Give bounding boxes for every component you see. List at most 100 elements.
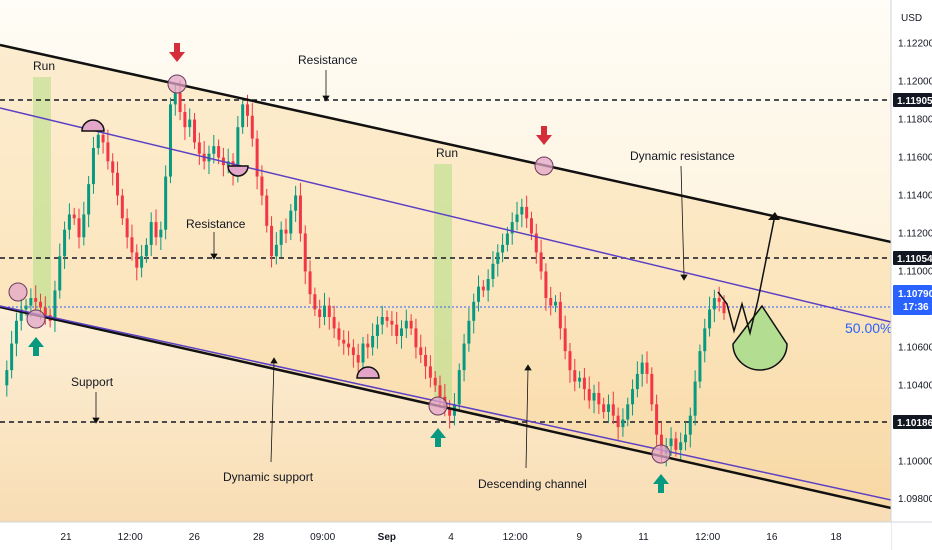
svg-text:1.11054: 1.11054 (897, 254, 932, 265)
x-tick-label: 9 (577, 532, 583, 543)
candle-body (602, 404, 606, 412)
candle-body (477, 286, 481, 302)
candle-body (486, 279, 490, 291)
candle-body (217, 146, 221, 158)
candle-body (5, 370, 9, 386)
candle-body (597, 392, 601, 405)
candle-body (611, 404, 615, 416)
svg-text:1.11905: 1.11905 (897, 96, 932, 107)
candle-body (250, 115, 254, 139)
candle-body (144, 244, 148, 257)
touch-circle (167, 74, 187, 94)
candle-body (14, 320, 18, 344)
candle-body (371, 335, 375, 348)
candle-body (525, 206, 529, 219)
x-tick-label: 16 (766, 532, 778, 543)
candle-body (53, 290, 57, 321)
candle-body (669, 438, 673, 447)
candle-body (380, 316, 384, 325)
candle-body (332, 316, 336, 329)
candle-body (43, 307, 47, 316)
candle-body (72, 214, 76, 219)
x-tick-label: 09:00 (310, 532, 335, 543)
candle-body (400, 328, 404, 336)
candle-body (419, 347, 423, 355)
candle-body (635, 373, 639, 390)
y-tick-label: 1.09800 (898, 494, 932, 505)
candle-body (448, 408, 452, 416)
touch-circle (534, 156, 554, 176)
descending-channel-label: Descending channel (478, 477, 587, 491)
currency-label: USD (901, 13, 922, 24)
candle-body (173, 93, 177, 105)
candle-body (409, 320, 413, 329)
run-label-left: Run (33, 59, 55, 73)
touch-semicircle (81, 119, 105, 132)
x-tick-label: 21 (60, 532, 72, 543)
run-band-left (33, 77, 51, 315)
candle-body (212, 146, 216, 154)
candle-body (501, 244, 505, 253)
candle-body (578, 377, 582, 382)
touch-semicircle (356, 366, 380, 379)
candle-body (236, 127, 240, 173)
candle-body (708, 309, 712, 329)
candle-body (539, 252, 543, 272)
candle-body (270, 225, 274, 257)
level-badge: 1.10186 (893, 415, 932, 429)
candle-body (116, 172, 120, 196)
candle-body (366, 343, 370, 348)
candle-body (505, 233, 509, 245)
candle-body (289, 210, 293, 234)
candle-body (683, 434, 687, 443)
candle-body (245, 104, 249, 116)
candle-body (63, 229, 67, 257)
y-tick-label: 1.10600 (898, 342, 932, 353)
y-tick-label: 1.11800 (898, 115, 932, 126)
candle-body (510, 222, 514, 234)
touch-circle (8, 282, 28, 302)
fib-50-label: 50.00% (845, 320, 892, 336)
x-tick-label: 11 (638, 532, 649, 543)
red-down-arrow-icon (536, 126, 552, 145)
x-ticks: 21 12:00 26 28 09:00 Sep 4 12:00 9 11 12:00 16 18 (60, 532, 842, 543)
candles (5, 80, 726, 467)
candle-body (529, 218, 533, 234)
candle-body (433, 377, 437, 386)
current-price-badge: 1.10790 17:36 (893, 285, 932, 315)
candle-body (298, 195, 302, 234)
run-label-mid: Run (436, 146, 458, 160)
candle-body (106, 142, 110, 162)
candle-body (722, 301, 726, 314)
candle-body (481, 286, 485, 291)
candle-body (606, 404, 610, 412)
candle-body (351, 347, 355, 355)
dynamic-resistance-label: Dynamic resistance (630, 149, 735, 163)
candle-body (318, 309, 322, 317)
candle-body (39, 301, 43, 308)
y-tick-label: 1.10000 (898, 456, 932, 467)
candle-body (698, 351, 702, 382)
candle-body (582, 377, 586, 390)
support-label: Support (71, 375, 114, 389)
channel-upper-line (0, 43, 892, 244)
candle-body (424, 354, 428, 367)
y-tick-label: 1.11200 (898, 228, 932, 239)
run-band-mid (434, 164, 452, 400)
candle-body (337, 328, 341, 340)
candle-body (554, 301, 558, 306)
projection-arrow-icon (768, 212, 780, 220)
candle-body (135, 252, 139, 268)
dynamic-resistance-line (0, 107, 892, 323)
candle-body (534, 233, 538, 253)
candle-body (515, 214, 519, 223)
candle-body (67, 214, 71, 230)
level-badge: 1.11905 (893, 93, 932, 107)
candle-body (592, 392, 596, 401)
candle-body (558, 301, 562, 329)
candle-body (294, 195, 298, 211)
candle-body (313, 294, 317, 310)
candle-body (472, 301, 476, 321)
candle-body (631, 389, 635, 405)
